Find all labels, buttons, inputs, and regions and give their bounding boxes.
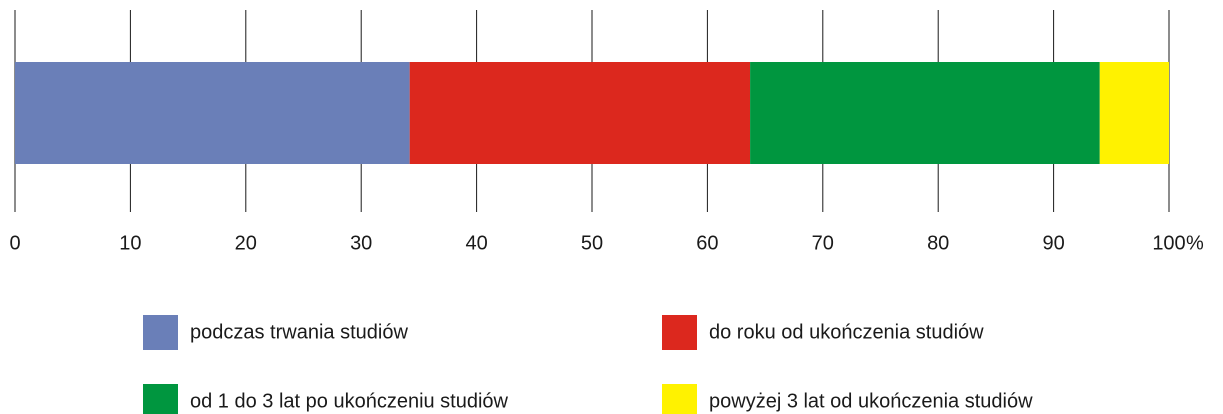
x-tick-label: 30 <box>350 232 372 254</box>
x-axis-label: % <box>1186 232 1204 254</box>
x-tick-label: 40 <box>465 232 487 254</box>
x-tick-label: 90 <box>1042 232 1064 254</box>
bar-segment <box>1099 62 1169 164</box>
x-tick-label: 50 <box>581 232 603 254</box>
x-tick-label: 20 <box>235 232 257 254</box>
x-tick-label: 0 <box>9 232 20 254</box>
legend-swatch <box>662 315 697 350</box>
legend-swatch <box>143 384 178 414</box>
x-tick-label: 60 <box>696 232 718 254</box>
legend-label: od 1 do 3 lat po ukończeniu studiów <box>190 390 509 412</box>
legend-label: podczas trwania studiów <box>190 321 408 343</box>
x-tick-label: 10 <box>119 232 141 254</box>
legend-label: powyżej 3 lat od ukończenia studiów <box>709 390 1033 412</box>
x-tick-label: 80 <box>927 232 949 254</box>
x-tick-label: 100 <box>1152 232 1185 254</box>
legend-swatch <box>662 384 697 414</box>
x-tick-label: 70 <box>812 232 834 254</box>
bar-segment <box>409 62 751 164</box>
bar-segment <box>750 62 1100 164</box>
bar-segment <box>15 62 410 164</box>
legend-swatch <box>143 315 178 350</box>
legend-label: do roku od ukończenia studiów <box>709 321 984 343</box>
